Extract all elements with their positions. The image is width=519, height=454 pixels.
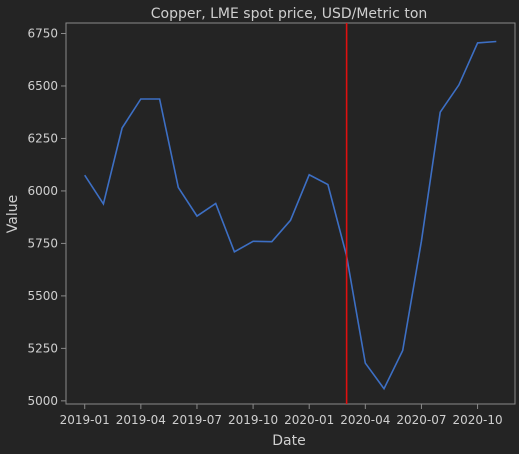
x-tick-label: 2019-10	[228, 413, 278, 427]
y-tick-label: 5250	[27, 341, 58, 355]
y-tick-label: 6500	[27, 79, 58, 93]
x-tick-label: 2020-01	[284, 413, 334, 427]
y-tick-label: 6250	[27, 131, 58, 145]
y-axis-label: Value	[5, 195, 21, 233]
x-tick-label: 2019-04	[116, 413, 166, 427]
y-tick-label: 5750	[27, 236, 58, 250]
x-tick-label: 2020-07	[396, 413, 446, 427]
plot-frame	[65, 22, 516, 405]
x-axis-label: Date	[272, 433, 305, 449]
y-tick-label: 5000	[27, 394, 58, 408]
x-axis: 2019-01 2019-04 2019-07 2019-10 2020-01 2020-…	[60, 404, 503, 427]
chart-title: Copper, LME spot price, USD/Metric ton	[151, 6, 428, 22]
x-tick-label: 2020-10	[452, 413, 502, 427]
x-tick-label: 2019-01	[60, 413, 110, 427]
y-tick-label: 6000	[27, 184, 58, 198]
x-tick-label: 2020-04	[340, 413, 390, 427]
y-tick-label: 6750	[27, 26, 58, 40]
series-line	[84, 40, 497, 391]
y-tick-label: 5500	[27, 289, 58, 303]
x-tick-label: 2019-07	[172, 413, 222, 427]
y-axis: 5000 5250 5500 5750 6000 6250 6500 6750	[27, 26, 66, 408]
